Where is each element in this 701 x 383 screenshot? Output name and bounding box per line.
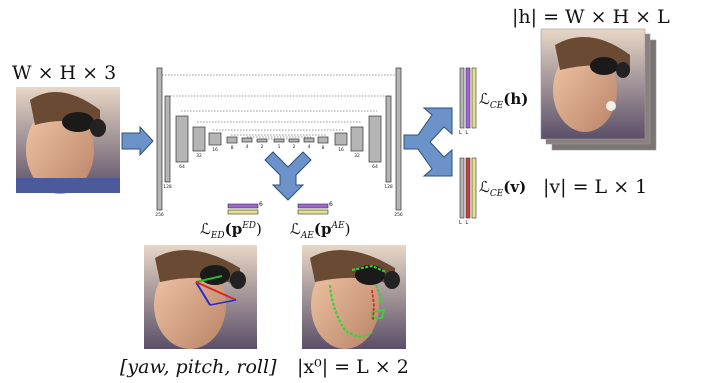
heatmap-bars-label: L L [459, 130, 470, 136]
block-size-label: 1 [278, 144, 281, 150]
network-block [256, 138, 268, 143]
block-size-label: 2 [261, 144, 264, 150]
loss-superscript: AE [331, 221, 345, 231]
network-block [368, 115, 382, 163]
block-size-label: 128 [384, 184, 393, 190]
input-dims-label: W × H × 3 [12, 62, 117, 84]
block-size-label: 8 [322, 145, 325, 151]
block-size-label: 32 [196, 153, 202, 159]
block-size-label: 128 [163, 184, 172, 190]
network-block [385, 95, 392, 183]
visibility-dims-label: |v| = L × 1 [543, 176, 648, 198]
ed-feature-bars [227, 203, 259, 215]
block-size-label: 256 [394, 212, 403, 218]
loss-ce-h: ℒCE(h) [479, 90, 528, 111]
network-block [273, 138, 285, 143]
network-block [334, 132, 348, 146]
loss-superscript: ED [242, 221, 256, 231]
loss-ed: ℒED(pED) [200, 220, 262, 241]
landmarks-face-image [302, 245, 406, 349]
loss-argument: (v) [503, 178, 527, 196]
loss-subscript: ED [210, 231, 225, 241]
block-size-labels: 256 128 64 32 16 8 4 2 1 2 4 8 16 32 64 128 256 [155, 144, 403, 218]
block-size-label: 4 [246, 144, 249, 150]
loss-close-paren: ) [344, 220, 351, 238]
input-face-image [16, 87, 120, 194]
block-size-label: 16 [212, 147, 218, 153]
block-size-label: 2 [293, 144, 296, 150]
occluded-landmarks [371, 289, 375, 321]
nose-landmarks [375, 284, 384, 306]
loss-argument: (p [313, 220, 332, 238]
loss-symbol: ℒ [200, 220, 211, 238]
encoder-decoder-blocks [156, 67, 402, 211]
block-size-label: 64 [372, 164, 378, 170]
pose-face-image [144, 245, 257, 349]
loss-subscript: AE [300, 231, 314, 241]
pose-label: [yaw, pitch, roll] [120, 356, 277, 378]
block-size-label: 32 [354, 153, 360, 159]
visibility-bars-label: L L [459, 220, 470, 226]
block-size-label: 256 [155, 212, 164, 218]
network-block [192, 126, 206, 152]
block-size-label: 16 [338, 147, 344, 153]
input-arrow-icon [121, 125, 154, 157]
loss-subscript: CE [489, 189, 504, 199]
block-size-label: 4 [308, 144, 311, 150]
bottleneck-branch-arrow-icon [264, 151, 312, 201]
landmarks-dims-label: |x⁰| = L × 2 [297, 356, 409, 378]
network-block [350, 126, 364, 152]
network-block [241, 137, 253, 143]
loss-subscript: CE [489, 101, 504, 111]
loss-ae: ℒAE(pAE) [290, 220, 350, 241]
heatmap-image-stack [540, 28, 657, 151]
network-block [226, 136, 238, 144]
block-size-label: 8 [231, 145, 234, 151]
output-branch-arrow-icon [403, 107, 453, 177]
visibility-output-bars [459, 157, 477, 219]
pose-axis-green [195, 275, 223, 283]
network-block [303, 137, 315, 143]
heatmap-output-bars [459, 67, 477, 129]
loss-symbol: ℒ [479, 90, 490, 108]
eyebrow-landmarks [351, 264, 387, 273]
network-block [164, 95, 171, 183]
network-block [208, 132, 222, 146]
loss-argument: (p [224, 220, 243, 238]
network-block [395, 67, 402, 211]
ae-feature-bars [297, 203, 329, 215]
network-block [288, 138, 300, 143]
loss-symbol: ℒ [479, 178, 490, 196]
network-block [175, 115, 189, 163]
network-block [317, 136, 329, 144]
heatmap-dims-label: |h| = W × H × L [512, 6, 670, 28]
network-block [156, 67, 163, 211]
ae-bar-label: 6 [329, 201, 333, 208]
pose-axis-red [195, 281, 237, 301]
ed-bar-label: 6 [259, 201, 263, 208]
pose-axis-blue [195, 281, 211, 306]
loss-argument: (h) [503, 90, 529, 108]
loss-close-paren: ) [256, 220, 262, 238]
loss-ce-v: ℒCE(v) [479, 178, 526, 199]
block-size-label: 64 [179, 164, 185, 170]
mouth-landmarks [371, 308, 386, 319]
loss-symbol: ℒ [290, 220, 301, 238]
jawline-landmarks [328, 284, 373, 338]
